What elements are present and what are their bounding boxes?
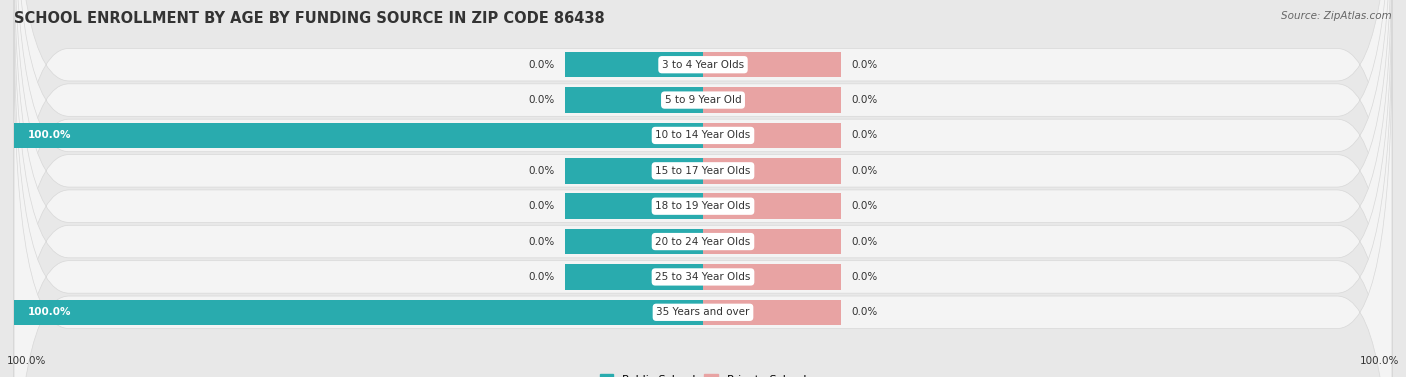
Bar	[703, 87, 841, 113]
Text: 0.0%: 0.0%	[851, 166, 877, 176]
Text: 10 to 14 Year Olds: 10 to 14 Year Olds	[655, 130, 751, 141]
Text: 3 to 4 Year Olds: 3 to 4 Year Olds	[662, 60, 744, 70]
Text: 0.0%: 0.0%	[851, 272, 877, 282]
Text: 15 to 17 Year Olds: 15 to 17 Year Olds	[655, 166, 751, 176]
Text: 100.0%: 100.0%	[1360, 356, 1399, 366]
Bar	[703, 123, 841, 148]
Text: 0.0%: 0.0%	[851, 95, 877, 105]
Text: 0.0%: 0.0%	[529, 95, 555, 105]
Text: 100.0%: 100.0%	[7, 356, 46, 366]
Text: 5 to 9 Year Old: 5 to 9 Year Old	[665, 95, 741, 105]
Text: 100.0%: 100.0%	[28, 307, 72, 317]
Text: SCHOOL ENROLLMENT BY AGE BY FUNDING SOURCE IN ZIP CODE 86438: SCHOOL ENROLLMENT BY AGE BY FUNDING SOUR…	[14, 11, 605, 26]
Text: 0.0%: 0.0%	[851, 60, 877, 70]
Text: 0.0%: 0.0%	[851, 201, 877, 211]
FancyBboxPatch shape	[14, 0, 1392, 377]
Text: 0.0%: 0.0%	[529, 236, 555, 247]
Text: 25 to 34 Year Olds: 25 to 34 Year Olds	[655, 272, 751, 282]
Bar	[703, 264, 841, 290]
Bar	[703, 300, 841, 325]
FancyBboxPatch shape	[14, 0, 1392, 377]
Text: 100.0%: 100.0%	[28, 130, 72, 141]
Bar	[703, 52, 841, 77]
Bar	[565, 193, 703, 219]
FancyBboxPatch shape	[14, 10, 1392, 377]
Bar	[565, 264, 703, 290]
Bar	[565, 52, 703, 77]
Text: 0.0%: 0.0%	[851, 236, 877, 247]
Bar	[703, 158, 841, 184]
Bar	[703, 193, 841, 219]
Text: 0.0%: 0.0%	[851, 130, 877, 141]
Text: Source: ZipAtlas.com: Source: ZipAtlas.com	[1281, 11, 1392, 21]
Text: 0.0%: 0.0%	[529, 60, 555, 70]
Text: 0.0%: 0.0%	[529, 166, 555, 176]
FancyBboxPatch shape	[14, 46, 1392, 377]
FancyBboxPatch shape	[14, 0, 1392, 377]
Text: 20 to 24 Year Olds: 20 to 24 Year Olds	[655, 236, 751, 247]
FancyBboxPatch shape	[14, 0, 1392, 367]
Legend: Public School, Private School: Public School, Private School	[595, 370, 811, 377]
Text: 18 to 19 Year Olds: 18 to 19 Year Olds	[655, 201, 751, 211]
Bar	[565, 158, 703, 184]
FancyBboxPatch shape	[14, 0, 1392, 377]
Text: 0.0%: 0.0%	[529, 201, 555, 211]
Bar	[703, 229, 841, 254]
Text: 0.0%: 0.0%	[851, 307, 877, 317]
Text: 0.0%: 0.0%	[529, 272, 555, 282]
Bar	[565, 87, 703, 113]
Text: 35 Years and over: 35 Years and over	[657, 307, 749, 317]
Bar	[565, 229, 703, 254]
FancyBboxPatch shape	[14, 0, 1392, 331]
Bar	[14, 123, 703, 148]
Bar	[14, 300, 703, 325]
